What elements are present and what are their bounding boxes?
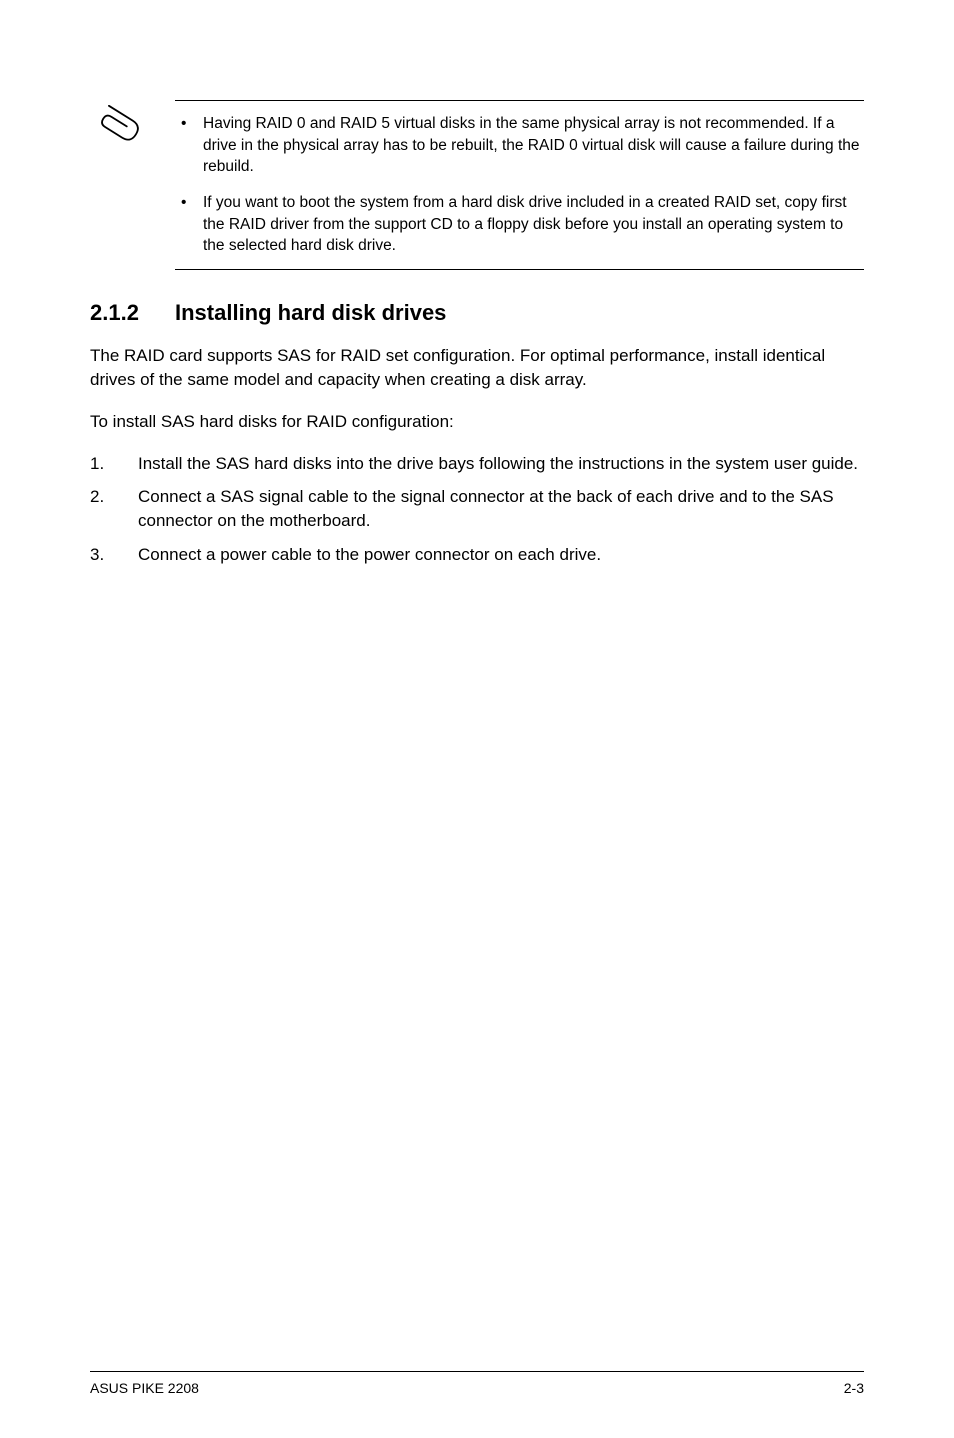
- footer-left: ASUS PIKE 2208: [90, 1380, 199, 1396]
- bullet: •: [175, 192, 203, 257]
- list-item: 1. Install the SAS hard disks into the d…: [90, 452, 864, 476]
- note-text: Having RAID 0 and RAID 5 virtual disks i…: [203, 113, 864, 178]
- section-heading: 2.1.2 Installing hard disk drives: [90, 300, 864, 326]
- list-item: 2. Connect a SAS signal cable to the sig…: [90, 485, 864, 533]
- body-paragraph: The RAID card supports SAS for RAID set …: [90, 344, 864, 392]
- note-item: • Having RAID 0 and RAID 5 virtual disks…: [175, 113, 864, 178]
- note-item: • If you want to boot the system from a …: [175, 192, 864, 257]
- note-content: • Having RAID 0 and RAID 5 virtual disks…: [175, 100, 864, 270]
- document-page: • Having RAID 0 and RAID 5 virtual disks…: [0, 0, 954, 1438]
- item-number: 1.: [90, 452, 138, 476]
- section-title: Installing hard disk drives: [175, 300, 446, 326]
- paperclip-icon: [90, 105, 145, 152]
- bullet: •: [175, 113, 203, 178]
- section-number: 2.1.2: [90, 300, 175, 326]
- note-text: If you want to boot the system from a ha…: [203, 192, 864, 257]
- page-footer: ASUS PIKE 2208 2-3: [90, 1371, 864, 1396]
- item-text: Connect a SAS signal cable to the signal…: [138, 485, 864, 533]
- item-number: 3.: [90, 543, 138, 567]
- body-paragraph: To install SAS hard disks for RAID confi…: [90, 410, 864, 434]
- numbered-list: 1. Install the SAS hard disks into the d…: [90, 452, 864, 567]
- list-item: 3. Connect a power cable to the power co…: [90, 543, 864, 567]
- item-text: Connect a power cable to the power conne…: [138, 543, 864, 567]
- footer-page-number: 2-3: [844, 1380, 864, 1396]
- item-number: 2.: [90, 485, 138, 533]
- note-block: • Having RAID 0 and RAID 5 virtual disks…: [90, 100, 864, 270]
- item-text: Install the SAS hard disks into the driv…: [138, 452, 864, 476]
